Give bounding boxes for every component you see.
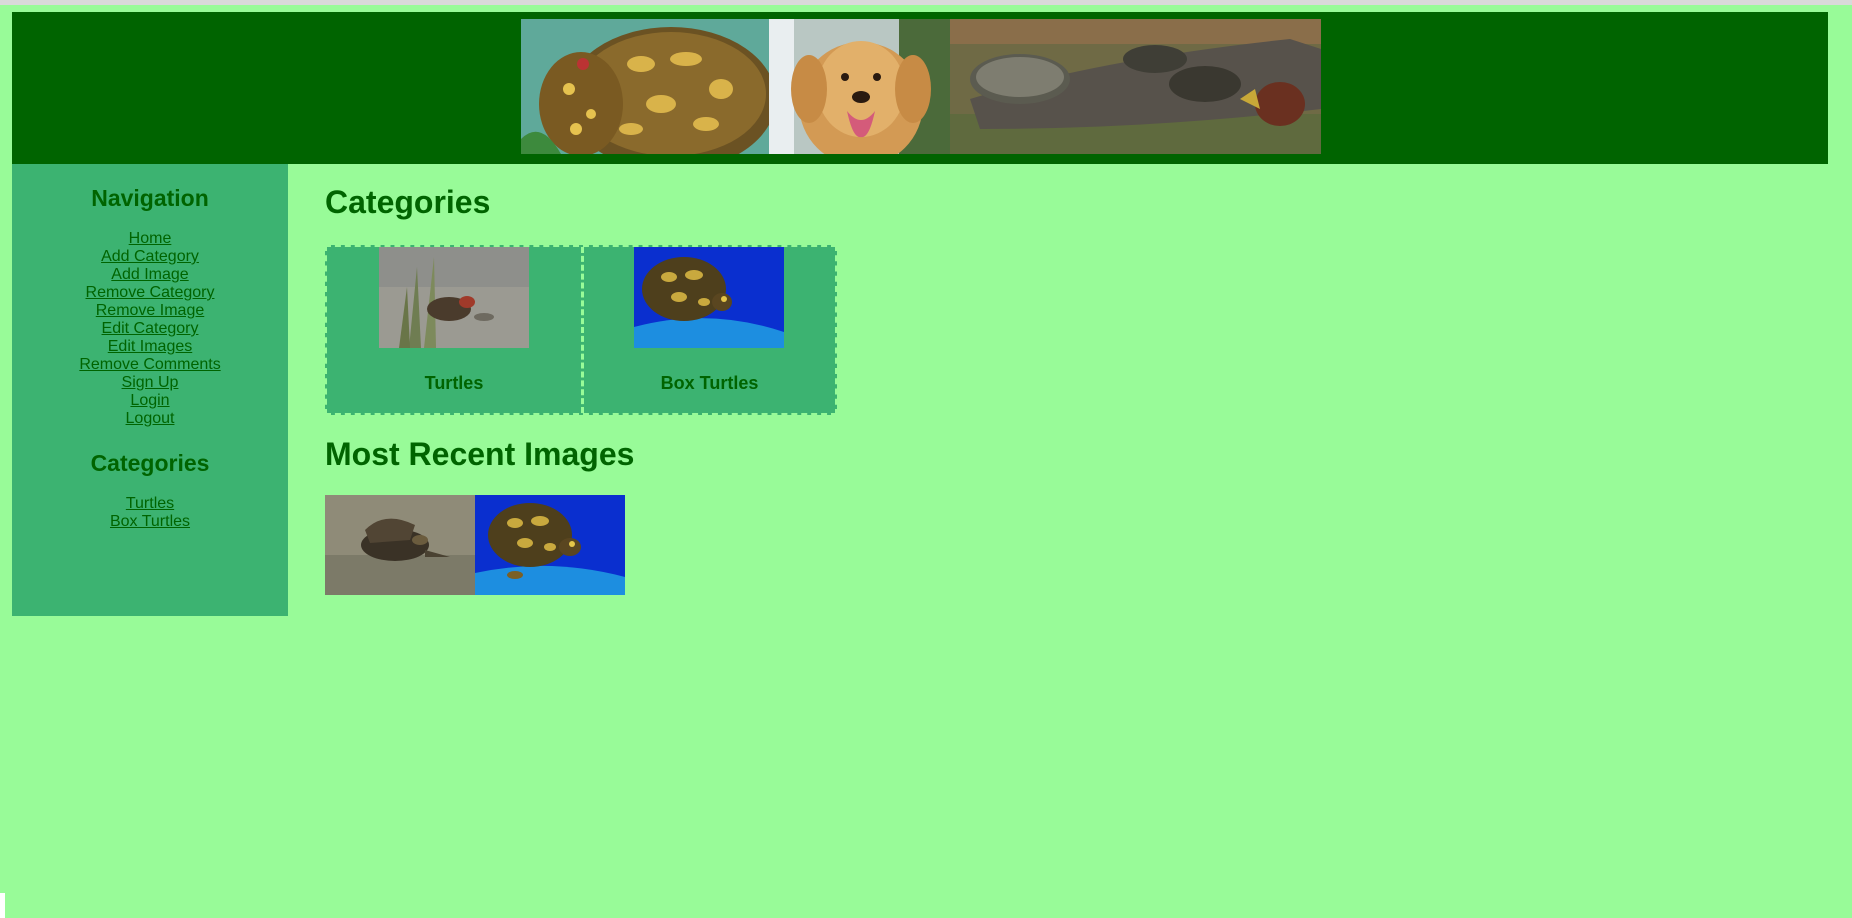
nav-item-remove-comments: Remove Comments: [12, 356, 288, 374]
nav-item-add-category: Add Category: [12, 248, 288, 266]
main-categories-title: Categories: [325, 184, 491, 220]
nav-item-sign-up: Sign Up: [12, 374, 288, 392]
nav-link-sign-up[interactable]: Sign Up: [121, 374, 179, 391]
banner-dog-image: [769, 19, 950, 154]
nav-link-edit-category[interactable]: Edit Category: [101, 320, 199, 337]
nav-item-edit-images: Edit Images: [12, 338, 288, 356]
category-card-box-turtles[interactable]: Box Turtles: [581, 247, 835, 413]
browser-top-edge: [0, 0, 1852, 5]
sidebar: Navigation Home Add Category Add Image R…: [12, 164, 288, 616]
category-card-turtles[interactable]: Turtles: [327, 247, 581, 413]
categories-grid: Turtles Box Turtles: [325, 245, 837, 415]
recent-image-box-turtle[interactable]: [475, 495, 625, 595]
category-label-box-turtles[interactable]: Box Turtles: [660, 373, 759, 393]
page-corner-marker: [0, 893, 5, 918]
header-banner: [521, 19, 1321, 154]
nav-item-add-image: Add Image: [12, 266, 288, 284]
nav-item-remove-category: Remove Category: [12, 284, 288, 302]
banner-box-turtle-image: [521, 19, 769, 154]
recent-image-turtle-in-water[interactable]: [325, 495, 475, 595]
sidebar-category-item-turtles: Turtles: [12, 495, 288, 513]
nav-item-login: Login: [12, 392, 288, 410]
nav-link-remove-comments[interactable]: Remove Comments: [79, 356, 221, 373]
sidebar-navigation-title: Navigation: [91, 185, 209, 211]
nav-item-logout: Logout: [12, 410, 288, 428]
nav-item-home: Home: [12, 230, 288, 248]
sidebar-categories-title: Categories: [90, 450, 210, 476]
nav-link-login[interactable]: Login: [130, 392, 170, 409]
nav-link-logout[interactable]: Logout: [125, 410, 175, 427]
nav-item-remove-image: Remove Image: [12, 302, 288, 320]
nav-link-home[interactable]: Home: [128, 230, 172, 247]
sidebar-category-item-box-turtles: Box Turtles: [12, 513, 288, 531]
sidebar-category-link-turtles[interactable]: Turtles: [125, 495, 175, 512]
category-label-turtles[interactable]: Turtles: [424, 373, 484, 393]
nav-link-add-category[interactable]: Add Category: [101, 248, 199, 265]
sidebar-category-link-box-turtles[interactable]: Box Turtles: [109, 513, 191, 530]
nav-link-add-image[interactable]: Add Image: [111, 266, 189, 283]
sidebar-category-list: Turtles Box Turtles: [12, 495, 288, 531]
nav-link-edit-images[interactable]: Edit Images: [107, 338, 193, 355]
recent-images-row: [325, 495, 625, 595]
category-thumb-turtles[interactable]: [379, 247, 529, 348]
banner-turtles-log-image: [950, 19, 1321, 154]
site-header: [12, 12, 1828, 164]
category-thumb-box-turtles[interactable]: [634, 247, 784, 348]
most-recent-images-title: Most Recent Images: [325, 436, 635, 472]
sidebar-nav-list: Home Add Category Add Image Remove Categ…: [12, 230, 288, 428]
nav-link-remove-image[interactable]: Remove Image: [95, 302, 205, 319]
nav-item-edit-category: Edit Category: [12, 320, 288, 338]
nav-link-remove-category[interactable]: Remove Category: [85, 284, 215, 301]
